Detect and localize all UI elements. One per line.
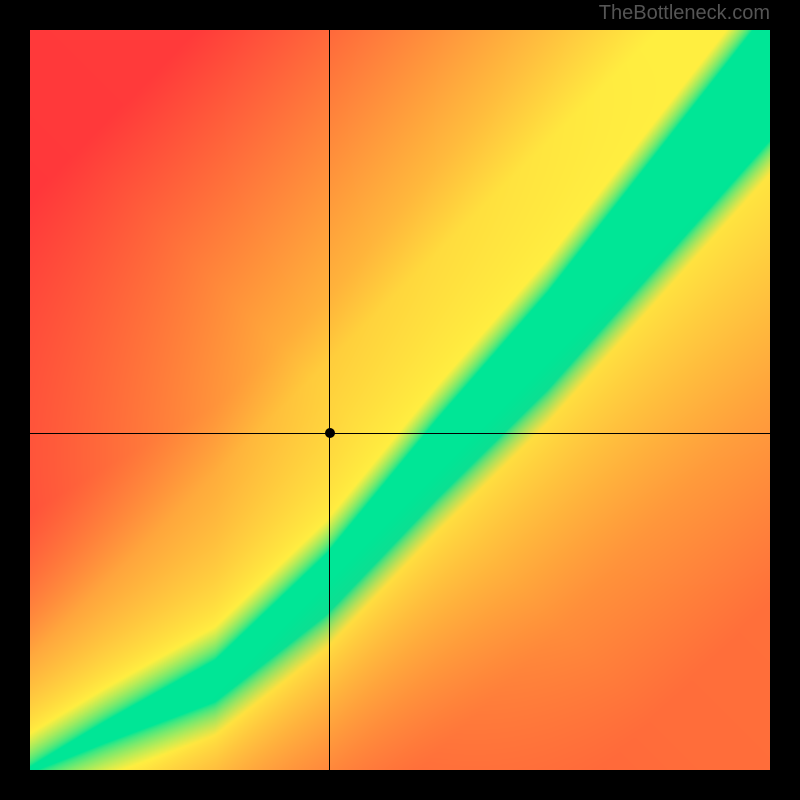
crosshair-marker-dot [325, 428, 335, 438]
chart-container: TheBottleneck.com [0, 0, 800, 800]
watermark-text: TheBottleneck.com [599, 2, 770, 25]
bottleneck-heatmap [30, 30, 770, 770]
crosshair-horizontal-line [30, 433, 770, 434]
crosshair-vertical-line [329, 30, 330, 770]
